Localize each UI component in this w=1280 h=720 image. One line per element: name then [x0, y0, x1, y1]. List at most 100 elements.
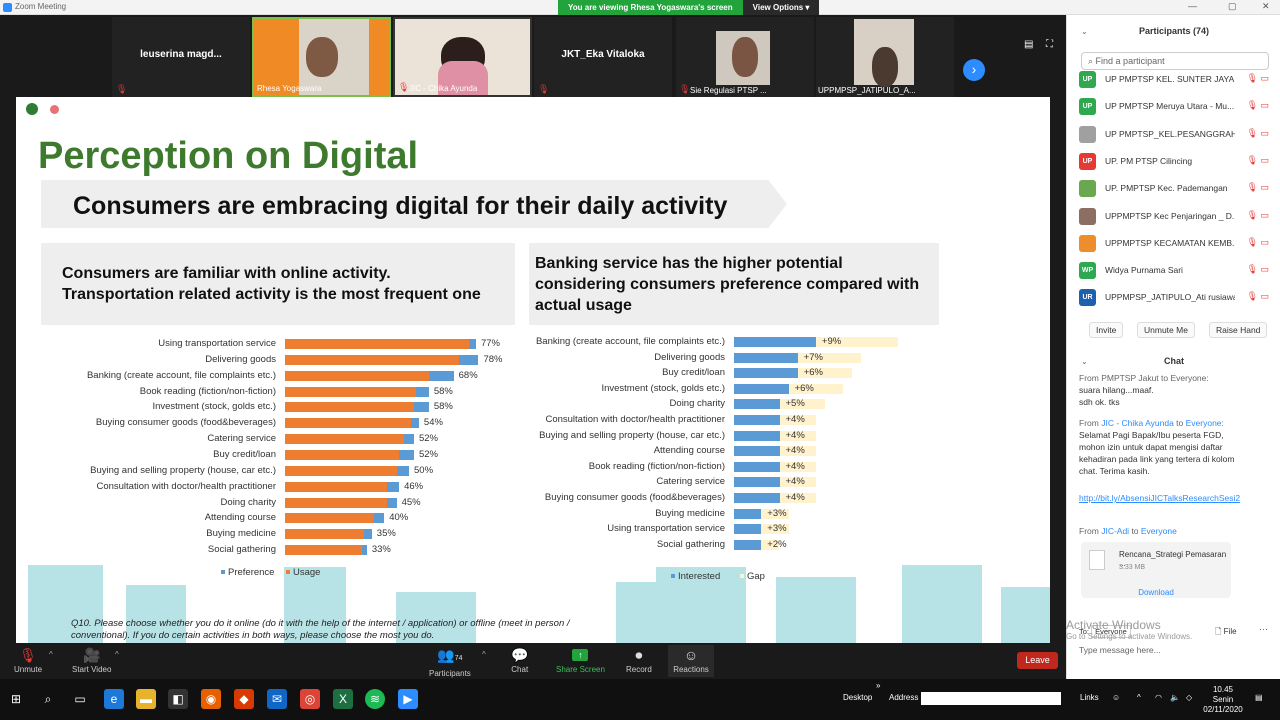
participant-name: UP PMPTSP_KEL.PESANGGRAHA... [1105, 128, 1235, 139]
gap-bar [815, 337, 898, 347]
participant-tile[interactable]: leuserina magd... 🎙 [112, 17, 250, 97]
category-label: Buying consumer goods (food&beverages) [544, 492, 725, 503]
participant-tile[interactable]: UPPMPSP_JATIPULO_A... [816, 17, 954, 97]
gallery-view-icon[interactable]: ▤ [1024, 39, 1034, 50]
muted-mic-icon: 🎙 ▭ [1246, 264, 1269, 275]
participant-row[interactable]: UPPMPTSP Kec Penjaringan _ D... 🎙 ▭ [1079, 207, 1269, 227]
right-heading-box: Banking service has the higher potential… [529, 243, 939, 325]
spotify-icon[interactable]: ≋ [365, 689, 385, 709]
chevron-up-icon[interactable]: ^ [115, 650, 119, 659]
participant-video-tile[interactable]: Rhesa Yogaswara [252, 17, 391, 97]
gap-bar [788, 383, 844, 394]
invite-button[interactable]: Invite [1089, 322, 1124, 338]
address-input[interactable] [921, 692, 1061, 705]
collapse-chevron-icon[interactable]: ⌄ [1081, 357, 1088, 366]
participant-row[interactable]: UR UPPMPSP_JATIPULO_Ati rusiawati 🎙 ▭ [1079, 288, 1269, 308]
notifications-icon[interactable]: ▤ [1255, 693, 1263, 702]
avatar: WP [1079, 262, 1096, 280]
participants-button[interactable]: 👥74 Participants [429, 647, 471, 678]
category-label: Using transportation service [158, 338, 276, 349]
category-label: Buying medicine [655, 507, 725, 519]
record-button[interactable]: ⏺ Record [626, 647, 652, 674]
participant-name: UP PMPTSP Meruya Utara - Mu... [1105, 101, 1235, 112]
file-button[interactable]: 🗋 File [1215, 627, 1237, 636]
reactions-button[interactable]: ☺ Reactions [668, 645, 714, 677]
close-icon[interactable]: ✕ [1262, 1, 1270, 11]
muted-mic-icon: 🎙 ▭ [1246, 236, 1269, 247]
maximize-icon[interactable]: ▢ [1228, 1, 1237, 11]
chrome-icon[interactable]: ◎ [300, 689, 320, 709]
next-page-button[interactable]: › [963, 59, 985, 81]
participant-row[interactable]: UP. PMPTSP Kec. Pademangan 🎙 ▭ [1079, 179, 1269, 199]
window-title: Zoom Meeting [15, 2, 67, 11]
office-icon[interactable]: ◆ [234, 689, 254, 709]
participants-icon: 👥74 [437, 647, 463, 663]
fullscreen-icon[interactable]: ⛶ [1046, 39, 1053, 50]
shared-file[interactable]: Rencana_Strategi Pemasaran ... 3.33 MB D… [1081, 542, 1231, 598]
activate-windows-watermark: Activate Windows Go to Settings to activa… [1066, 618, 1193, 641]
category-label: Consultation with doctor/health practiti… [545, 414, 725, 425]
mail-icon[interactable]: ✉ [267, 689, 287, 709]
usage-bar [285, 339, 469, 349]
category-label: Social gathering [656, 538, 725, 550]
participant-row[interactable]: UP UP PMPTSP Meruya Utara - Mu... 🎙 ▭ [1079, 97, 1269, 117]
participant-tile[interactable]: Sie Regulasi PTSP ... 🎙 [676, 17, 814, 97]
participant-name: UP. PM PTSP Cilincing [1105, 155, 1193, 166]
tray-chevron-icon[interactable]: ^ [1137, 693, 1141, 702]
desktop-toolbar[interactable]: Desktop [843, 693, 873, 702]
participant-search-input[interactable]: ⌕ Find a participant [1081, 52, 1269, 70]
data-label: 78% [483, 353, 503, 365]
participant-row[interactable]: WP Widya Purnama Sari 🎙 ▭ [1079, 261, 1269, 281]
chevron-up-icon[interactable]: ^ [482, 650, 486, 659]
interested-bar [734, 352, 798, 363]
store-icon[interactable]: ◧ [168, 689, 188, 709]
avatar [1079, 125, 1096, 143]
attendance-link[interactable]: http://bit.ly/AbsensiJICTalksResearchSes… [1079, 493, 1241, 503]
raise-hand-button[interactable]: Raise Hand [1209, 322, 1268, 338]
unmute-button[interactable]: 🎙 Unmute [14, 647, 43, 674]
data-label: 68% [458, 369, 478, 381]
zoom-icon[interactable]: ▶ [398, 689, 418, 709]
people-icon[interactable]: ☺ [1112, 693, 1121, 702]
task-view-icon[interactable]: ▭ [74, 692, 86, 706]
collapse-chevron-icon[interactable]: ⌄ [1081, 27, 1088, 36]
start-video-button[interactable]: 🎥 Start Video [72, 647, 112, 674]
gap-bar [779, 446, 816, 457]
video-strip: leuserina magd... 🎙 Rhesa Yogaswara JIC … [0, 15, 1066, 97]
windows-start-icon[interactable]: ⊞ [10, 692, 22, 706]
view-options-button[interactable]: View Options ▾ [742, 0, 820, 15]
volume-icon[interactable]: 🔈 [1170, 693, 1180, 702]
chevron-up-icon[interactable]: ^ [49, 650, 53, 659]
participant-row[interactable]: UP UP PMPTSP KEL. SUNTER JAYA 🎙 ▭ [1079, 70, 1269, 90]
leave-button[interactable]: Leave [1017, 652, 1058, 669]
person-video [732, 37, 758, 77]
chat-message: From JIC - Chika Ayunda to Everyone: Sel… [1079, 417, 1249, 477]
participant-video-tile[interactable]: JIC - Chika Ayunda 🎙 [393, 17, 532, 97]
edge-icon[interactable]: e [104, 689, 124, 709]
dropbox-icon[interactable]: ◇ [1186, 693, 1193, 702]
participant-name: UPPMPTSP Kec Penjaringan _ D... [1105, 210, 1235, 221]
participant-row[interactable]: UP PMPTSP_KEL.PESANGGRAHA... 🎙 ▭ [1079, 125, 1269, 145]
file-explorer-icon[interactable]: ▬ [136, 689, 156, 709]
data-label: +4% [785, 476, 805, 488]
network-icon[interactable]: ◠ [1155, 693, 1162, 702]
participant-row[interactable]: UP UP. PM PTSP Cilincing 🎙 ▭ [1079, 152, 1269, 172]
chat-button[interactable]: 💬 Chat [511, 647, 529, 674]
chat-input[interactable]: Type message here... [1079, 645, 1161, 655]
participant-tile[interactable]: JKT_Eka Vitaloka 🎙 [534, 17, 672, 97]
unmute-me-button[interactable]: Unmute Me [1137, 322, 1195, 338]
clock[interactable]: 10.45 Senin 02/11/2020 [1203, 685, 1243, 714]
right-heading-line: actual usage [535, 297, 632, 314]
firefox-icon[interactable]: ◉ [201, 689, 221, 709]
chat-recipient[interactable]: To: Everyone [1079, 625, 1131, 638]
muted-mic-icon: 🎙 ▭ [1246, 291, 1269, 302]
participant-row[interactable]: UPPMPTSP KECAMATAN KEMB... 🎙 ▭ [1079, 234, 1269, 254]
minimize-icon[interactable]: — [1188, 1, 1197, 11]
share-screen-button[interactable]: ↑ Share Screen [556, 649, 605, 674]
search-icon[interactable]: ⌕ [44, 692, 52, 706]
download-link[interactable]: Download [1138, 588, 1174, 597]
excel-icon[interactable]: X [333, 689, 353, 709]
overflow-icon[interactable]: » [876, 681, 881, 690]
links-toolbar[interactable]: Links [1080, 693, 1099, 702]
more-icon[interactable]: ⋯ [1259, 624, 1268, 634]
